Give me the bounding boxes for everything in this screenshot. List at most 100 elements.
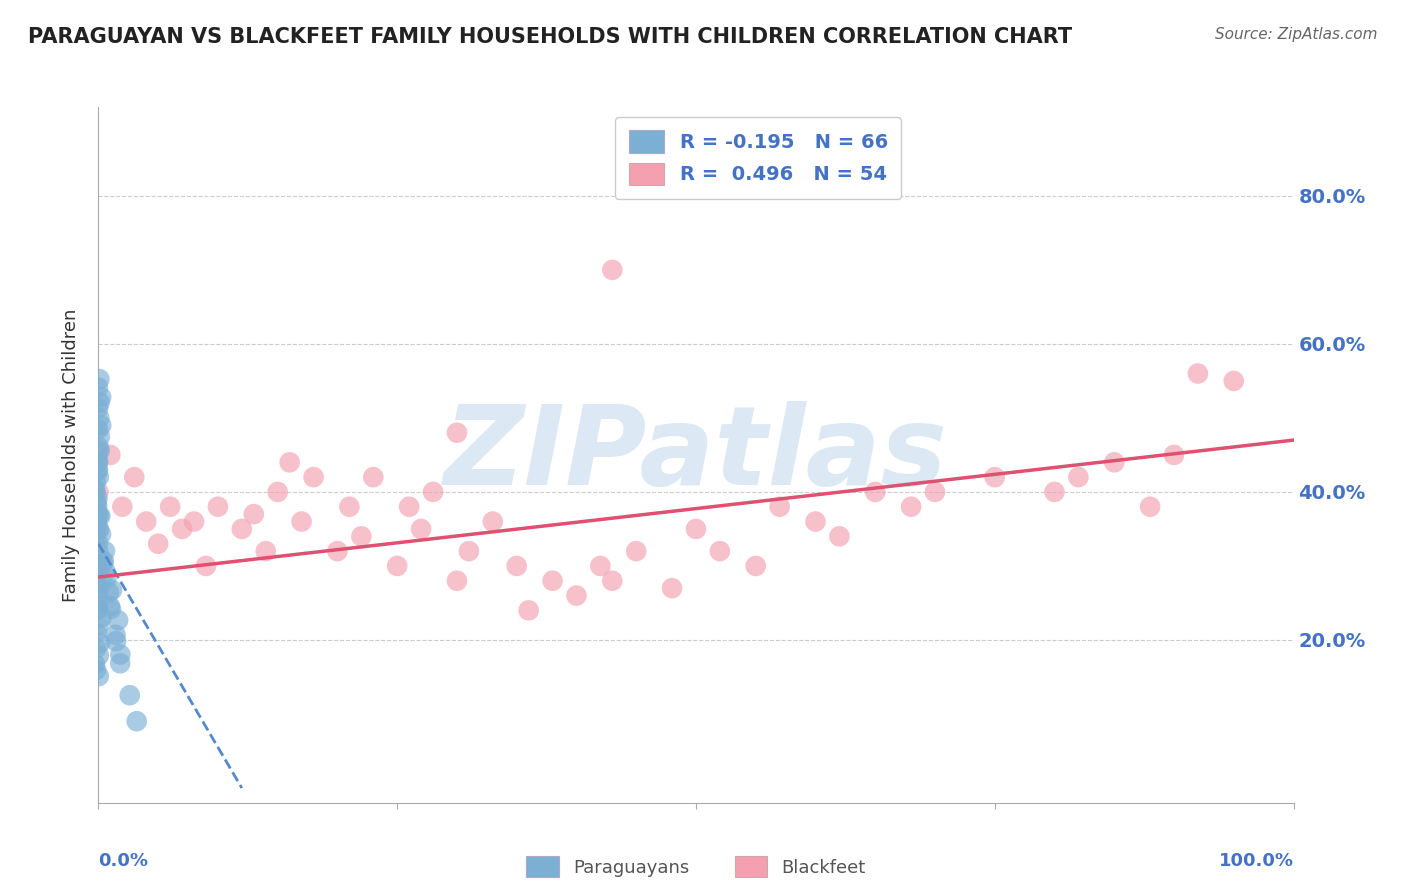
Point — [863, 484, 887, 499]
Point — [458, 544, 481, 558]
Point — [86, 575, 108, 590]
Point — [86, 500, 108, 514]
Point — [86, 463, 108, 477]
Point — [602, 263, 624, 277]
Point — [278, 455, 301, 469]
Point — [87, 545, 110, 559]
Point — [90, 610, 112, 624]
Point — [183, 515, 205, 529]
Point — [685, 522, 707, 536]
Point — [900, 500, 922, 514]
Point — [291, 515, 314, 529]
Text: Source: ZipAtlas.com: Source: ZipAtlas.com — [1215, 27, 1378, 42]
Point — [984, 470, 1007, 484]
Point — [87, 669, 110, 683]
Point — [87, 470, 110, 484]
Point — [89, 443, 111, 458]
Point — [1067, 470, 1090, 484]
Point — [350, 529, 373, 543]
Point — [86, 626, 108, 640]
Point — [87, 422, 110, 436]
Text: 100.0%: 100.0% — [1219, 852, 1294, 870]
Point — [98, 448, 122, 462]
Point — [1163, 448, 1185, 462]
Point — [108, 657, 131, 671]
Point — [91, 557, 114, 571]
Point — [517, 603, 540, 617]
Point — [194, 558, 218, 573]
Point — [745, 558, 768, 573]
Point — [411, 522, 433, 536]
Point — [124, 470, 146, 484]
Point — [422, 484, 444, 499]
Point — [84, 641, 107, 656]
Point — [84, 663, 107, 677]
Point — [1222, 374, 1246, 388]
Point — [86, 590, 108, 604]
Point — [231, 522, 253, 536]
Point — [339, 500, 360, 514]
Point — [93, 554, 115, 568]
Point — [89, 372, 111, 386]
Y-axis label: Family Households with Children: Family Households with Children — [62, 309, 80, 601]
Point — [84, 523, 107, 537]
Point — [90, 390, 112, 404]
Point — [87, 648, 110, 663]
Point — [661, 581, 683, 595]
Point — [446, 574, 468, 588]
Point — [84, 475, 107, 489]
Legend: Paraguayans, Blackfeet: Paraguayans, Blackfeet — [519, 849, 873, 884]
Text: ZIPatlas: ZIPatlas — [444, 401, 948, 508]
Point — [89, 411, 111, 425]
Point — [84, 482, 107, 496]
Point — [385, 558, 409, 573]
Point — [86, 558, 108, 573]
Point — [828, 529, 851, 543]
Point — [207, 500, 229, 514]
Point — [87, 582, 110, 596]
Point — [87, 564, 110, 578]
Point — [94, 544, 117, 558]
Point — [84, 657, 107, 671]
Point — [111, 500, 134, 514]
Point — [135, 515, 157, 529]
Point — [87, 484, 110, 499]
Point — [118, 688, 141, 702]
Point — [90, 418, 112, 433]
Point — [105, 634, 128, 648]
Point — [87, 508, 110, 523]
Text: 0.0%: 0.0% — [98, 852, 149, 870]
Point — [87, 380, 110, 394]
Point — [506, 558, 529, 573]
Point — [159, 500, 181, 514]
Point — [86, 507, 108, 521]
Point — [89, 430, 111, 444]
Point — [87, 536, 110, 550]
Point — [302, 470, 325, 484]
Point — [87, 440, 110, 454]
Point — [1139, 500, 1161, 514]
Point — [1102, 455, 1125, 469]
Point — [243, 507, 266, 521]
Point — [96, 572, 118, 586]
Point — [89, 636, 111, 650]
Point — [89, 395, 111, 409]
Point — [565, 589, 588, 603]
Point — [87, 455, 110, 469]
Point — [924, 484, 946, 499]
Point — [84, 529, 107, 543]
Point — [804, 515, 827, 529]
Point — [84, 485, 107, 500]
Point — [589, 558, 612, 573]
Point — [398, 500, 420, 514]
Point — [86, 455, 108, 469]
Point — [90, 527, 112, 541]
Point — [363, 470, 385, 484]
Point — [84, 550, 107, 565]
Point — [87, 522, 110, 536]
Point — [87, 463, 110, 477]
Point — [481, 515, 505, 529]
Point — [86, 516, 108, 531]
Point — [98, 599, 121, 613]
Point — [86, 603, 108, 617]
